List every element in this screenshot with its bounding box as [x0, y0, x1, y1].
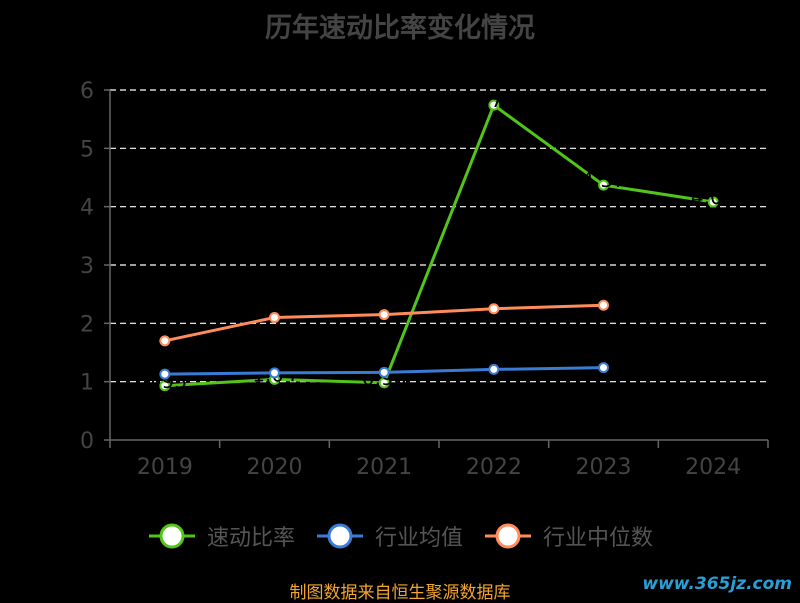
x-tick-label: 2019 [137, 455, 193, 480]
legend-marker-quick-ratio [159, 523, 185, 549]
y-tick-label: 4 [80, 196, 94, 221]
data-point [378, 309, 390, 321]
y-tick-label: 1 [80, 371, 94, 396]
data-point [378, 366, 390, 378]
legend-swatch-industry-median [485, 523, 531, 549]
data-point [159, 380, 171, 392]
x-tick-label: 2024 [685, 455, 741, 480]
grid-layer [110, 89, 768, 383]
data-point [598, 179, 609, 191]
series-layer: 0.931.040.985.744.374.08 [143, 88, 736, 393]
data-point [598, 299, 609, 311]
y-tick-label: 3 [80, 254, 94, 279]
y-tick-label: 5 [80, 137, 94, 162]
y-tick-label: 2 [80, 312, 94, 337]
x-tick-label: 2021 [356, 455, 412, 480]
data-point [707, 196, 719, 208]
legend-item-quick-ratio[interactable]: 速动比率 [147, 520, 295, 552]
legend-label-industry-median: 行业中位数 [543, 526, 654, 551]
legend-marker-industry-median [495, 523, 521, 549]
legend-item-industry-median[interactable]: 行业中位数 [483, 520, 653, 552]
axis-layer: 0 1 2 3 4 5 6 2019 2020 2021 2022 2023 2024 [80, 79, 769, 480]
data-source-note: 制图数据来自恒生聚源数据库 [289, 583, 511, 603]
data-point [488, 363, 500, 375]
legend-item-industry-mean[interactable]: 行业均值 [315, 520, 463, 552]
chart-title: 历年速动比率变化情况 [265, 13, 535, 44]
y-tick-label: 6 [80, 79, 94, 104]
data-point [488, 99, 500, 111]
data-point [488, 303, 500, 315]
data-point [269, 312, 280, 323]
legend-label-quick-ratio: 速动比率 [206, 526, 295, 551]
legend-marker-industry-mean [327, 523, 353, 549]
data-point [159, 368, 171, 380]
data-label: 4.37 [581, 168, 626, 192]
data-point [269, 367, 280, 379]
x-tick-label: 2022 [466, 455, 522, 480]
data-label: 4.08 [691, 185, 736, 209]
legend-label-industry-mean: 行业均值 [374, 526, 463, 551]
x-tick-label: 2023 [576, 455, 632, 480]
legend-swatch-quick-ratio [148, 523, 195, 549]
data-point [159, 335, 171, 347]
legend: 速动比率 行业均值 行业中位数 [0, 520, 800, 552]
data-label: 5.74 [472, 88, 517, 112]
y-tick-label: 0 [80, 429, 94, 454]
x-tick-label: 2020 [247, 455, 303, 480]
series-line-0 [164, 103, 714, 388]
watermark-logo: www.365jz.com [642, 574, 792, 594]
legend-swatch-industry-mean [316, 523, 363, 549]
data-point [378, 377, 390, 389]
data-point [598, 362, 609, 374]
